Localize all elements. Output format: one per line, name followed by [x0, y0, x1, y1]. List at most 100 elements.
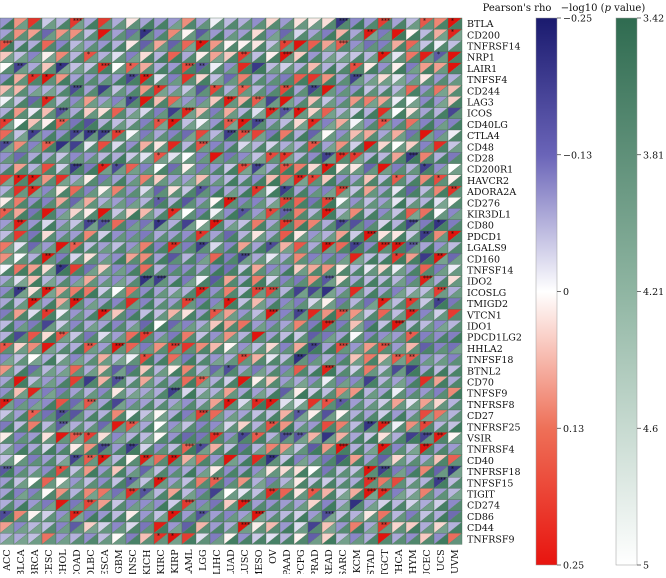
heatmap-cell	[111, 118, 127, 131]
significance-asterisks: *	[353, 63, 356, 70]
heatmap-cell	[97, 275, 113, 288]
heatmap-cell	[349, 219, 365, 232]
heatmap-cell	[363, 140, 379, 153]
heatmap-cell	[83, 96, 99, 108]
heatmap-cell	[335, 96, 351, 108]
heatmap-cell	[433, 230, 449, 243]
significance-asterisks: ***	[199, 141, 208, 148]
heatmap-cell	[27, 118, 43, 131]
cell-diagonal	[209, 96, 225, 108]
cell-diagonal	[265, 96, 281, 108]
significance-asterisks: **	[381, 119, 387, 126]
cell-diagonal	[139, 29, 155, 41]
heatmap-cell	[13, 84, 29, 97]
heatmap-cell	[293, 208, 309, 220]
cell-diagonal	[125, 29, 141, 41]
heatmap-cell	[335, 252, 351, 265]
significance-asterisks: ***	[227, 130, 236, 137]
heatmap-cell	[195, 17, 211, 30]
heatmap-cell	[405, 286, 421, 299]
significance-asterisks: **	[45, 141, 51, 148]
heatmap-cell	[41, 264, 57, 276]
heatmap-cell	[83, 140, 99, 153]
cell-diagonal	[447, 118, 463, 131]
cell-diagonal	[279, 62, 295, 75]
heatmap-cell	[139, 118, 155, 131]
heatmap-cell	[153, 208, 169, 220]
heatmap-cell	[27, 241, 43, 254]
heatmap-cell	[55, 196, 71, 209]
heatmap-cell: ***	[97, 62, 113, 75]
significance-asterisks: ***	[17, 287, 26, 294]
heatmap-cell	[153, 163, 169, 176]
heatmap-cell	[447, 152, 463, 164]
heatmap-cell	[349, 40, 365, 52]
cell-diagonal	[223, 62, 239, 75]
cell-diagonal	[111, 96, 127, 108]
heatmap-cell	[349, 51, 365, 63]
heatmap-cell	[363, 252, 379, 265]
cell-diagonal	[83, 73, 99, 86]
heatmap-cell	[83, 163, 99, 176]
heatmap-cell: ***	[83, 129, 99, 142]
heatmap-cell	[237, 275, 253, 288]
significance-asterisks: *	[423, 18, 426, 25]
heatmap-cell: **	[13, 62, 29, 75]
heatmap-cell: **	[335, 219, 351, 232]
heatmap-cell	[279, 286, 295, 299]
heatmap-cell: ***	[153, 275, 169, 288]
heatmap-cell	[125, 286, 141, 299]
heatmap-cell: *	[237, 118, 253, 131]
heatmap-cell	[83, 118, 99, 131]
heatmap-cell	[181, 140, 197, 153]
heatmap-cell	[419, 264, 435, 276]
cell-diagonal	[139, 73, 155, 86]
cell-diagonal	[433, 118, 449, 131]
heatmap-cell: **	[405, 309, 421, 321]
cell-diagonal	[419, 107, 435, 119]
heatmap-cell	[181, 309, 197, 321]
heatmap-cell	[377, 219, 393, 232]
heatmap-cell	[195, 219, 211, 232]
heatmap-cell	[307, 129, 323, 142]
heatmap-cell: *	[13, 174, 29, 187]
heatmap-cell	[69, 96, 85, 108]
heatmap-cell	[0, 320, 15, 332]
heatmap-cell	[209, 140, 225, 153]
cell-diagonal	[251, 73, 267, 86]
significance-asterisks: *	[395, 175, 398, 182]
significance-asterisks: ***	[283, 220, 292, 227]
heatmap-cell	[139, 152, 155, 164]
heatmap-cell	[55, 297, 71, 310]
heatmap-cell: **	[321, 208, 337, 220]
heatmap-cell	[195, 275, 211, 288]
heatmap-cell	[363, 196, 379, 209]
heatmap-cell	[237, 185, 253, 198]
heatmap-cell	[307, 17, 323, 30]
heatmap-cell	[335, 320, 351, 332]
heatmap-cell	[0, 174, 15, 187]
heatmap-cell	[139, 219, 155, 232]
cell-diagonal	[55, 85, 71, 97]
heatmap-cell	[265, 185, 281, 198]
heatmap-cell	[363, 309, 379, 321]
heatmap-cell	[13, 17, 29, 30]
cell-diagonal	[195, 85, 211, 97]
heatmap-cell	[139, 230, 155, 243]
cell-diagonal	[377, 85, 393, 97]
cell-diagonal	[27, 96, 43, 108]
heatmap-cell	[335, 129, 351, 142]
heatmap-cell	[209, 208, 225, 220]
cell-diagonal	[41, 118, 57, 131]
heatmap-cell	[237, 196, 253, 209]
heatmap-cell	[433, 40, 449, 52]
heatmap-cell	[195, 84, 211, 97]
heatmap-cell	[433, 84, 449, 97]
heatmap-cell	[41, 84, 57, 97]
heatmap-cell: **	[69, 297, 85, 310]
heatmap-cell	[111, 140, 127, 153]
cell-diagonal	[321, 107, 337, 119]
heatmap-cell	[139, 252, 155, 265]
cell-diagonal	[321, 129, 337, 142]
heatmap-cell	[13, 140, 29, 153]
